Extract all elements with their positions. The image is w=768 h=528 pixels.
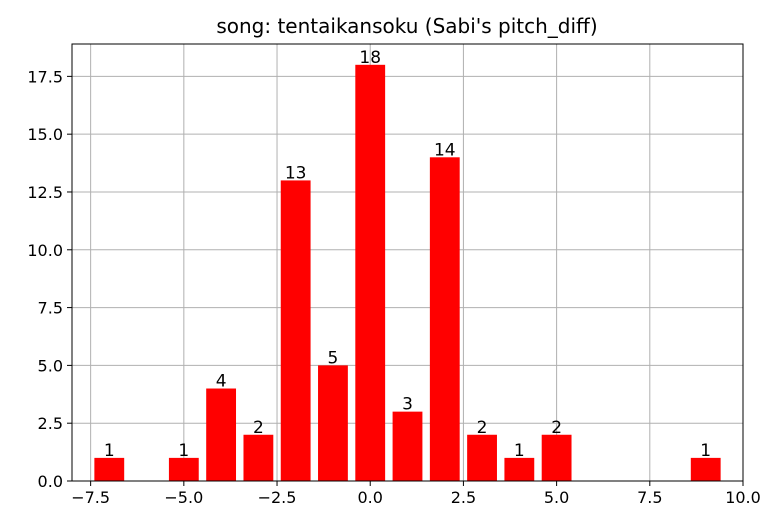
bar-value-label: 3 [402,395,413,415]
x-tick-label: −2.5 [258,488,297,507]
x-axis: −7.5 −5.0 −2.5 0.0 2.5 5.0 7.5 10.0 [71,481,761,507]
bars-layer [94,64,721,482]
y-tick-label: 5.0 [38,356,63,375]
plot-frame [71,43,744,482]
bar [467,434,497,481]
chart-title: song: tentaikansoku (Sabi's pitch_diff) [216,14,597,38]
bar [504,457,535,481]
x-tick-label: 2.5 [451,488,476,507]
bar-value-label: 4 [216,372,227,392]
bar [690,457,721,481]
bar [429,157,460,481]
bar-value-label: 1 [514,441,525,461]
bar [168,457,199,481]
y-tick-label: 2.5 [38,414,63,433]
x-tick-label: 10.0 [725,488,761,507]
bar-value-label: 5 [328,348,339,368]
bar [280,180,311,482]
bar [94,457,125,481]
x-tick-label: 7.5 [637,488,662,507]
bar [541,434,572,481]
bar-value-label: 2 [253,418,264,438]
y-tick-label: 15.0 [27,125,63,144]
bar-value-label: 1 [178,441,189,461]
grid-layer [72,44,744,482]
bar-value-label: 14 [434,140,456,160]
bar [206,388,237,481]
y-tick-label: 10.0 [27,241,63,260]
y-axis: 0.0 2.5 5.0 7.5 10.0 12.5 15.0 17.5 [27,67,72,491]
y-tick-label: 7.5 [38,299,63,318]
bar-value-label: 18 [359,48,381,68]
y-tick-label: 17.5 [27,67,63,86]
bar [243,434,274,481]
bar-value-label: 2 [477,418,488,438]
bar [318,365,348,481]
x-tick-label: −5.0 [164,488,203,507]
x-tick-label: 0.0 [357,488,382,507]
bar [392,411,423,481]
bar-value-label: 1 [700,441,711,461]
bar [355,64,386,482]
bar-value-label: 2 [551,418,562,438]
bar-value-label: 1 [104,441,115,461]
x-tick-label: −7.5 [71,488,110,507]
x-tick-label: 5.0 [544,488,569,507]
y-tick-label: 0.0 [38,472,63,491]
bar-value-label: 13 [285,163,307,183]
y-tick-label: 12.5 [27,183,63,202]
